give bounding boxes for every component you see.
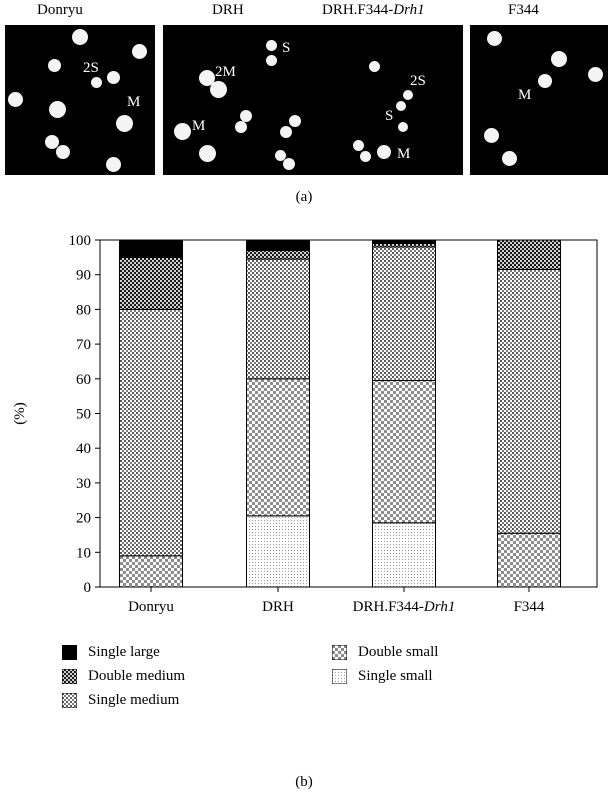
y-tick-label: 80 xyxy=(76,302,91,318)
swatch-single-medium xyxy=(62,693,77,708)
y-tick-label: 100 xyxy=(69,233,92,249)
bar-segment-single-medium xyxy=(246,258,310,380)
label-2m: 2M xyxy=(215,64,236,80)
x-tick-label: DRH xyxy=(262,599,294,615)
bar-segment-double-small xyxy=(246,378,310,517)
y-tick-label: 40 xyxy=(76,441,91,457)
panel-title-congenic-text: DRH.F344- xyxy=(322,2,394,18)
panel-a-caption: (a) xyxy=(295,189,313,205)
bar-segment-single-medium xyxy=(119,308,183,557)
y-tick-label: 70 xyxy=(76,337,91,353)
panel-b-caption: (b) xyxy=(295,774,313,790)
swatch-double-medium xyxy=(62,669,77,684)
micrograph-congenic: 2S S M xyxy=(313,25,463,175)
bar-segment-single-large xyxy=(372,239,436,244)
bar-segment-double-medium xyxy=(246,249,310,260)
bar-segment-double-small xyxy=(497,532,561,588)
swatch-double-small xyxy=(332,645,347,660)
label-2s: 2S xyxy=(83,60,99,76)
legend-label: Single large xyxy=(88,644,160,660)
label-s: S xyxy=(282,40,291,56)
micrograph-drh: S 2M M xyxy=(163,25,313,175)
swatch-single-large xyxy=(62,645,77,660)
bar-segment-single-large xyxy=(119,239,183,258)
panel-title-congenic: DRH.F344-Drh1 xyxy=(322,2,425,19)
y-tick-label: 0 xyxy=(84,580,92,596)
bar-segment-double-medium xyxy=(119,256,183,310)
label-m: M xyxy=(518,87,532,103)
label-s: S xyxy=(385,108,394,124)
panel-title-drh: DRH xyxy=(212,2,244,18)
label-m: M xyxy=(192,118,206,134)
bar-segment-single-small xyxy=(372,522,436,588)
y-tick-label: 10 xyxy=(76,545,91,561)
stacked-bar-chart: 0 10 20 30 40 50 60 70 80 90 100 (%) Donryu DRH DRH.F3… xyxy=(12,233,598,615)
micrograph-donryu: 2S M xyxy=(5,25,155,175)
bar-segment-double-small xyxy=(372,380,436,524)
label-m: M xyxy=(397,146,411,162)
micrograph-f344: M xyxy=(470,25,608,175)
bar-segment-double-medium xyxy=(372,242,436,248)
x-tick-label: Donryu xyxy=(128,599,174,615)
panel-title-congenic-italic: Drh1 xyxy=(393,2,425,18)
bar-segment-single-medium xyxy=(497,268,561,534)
bar-segment-single-small xyxy=(246,515,310,588)
legend-label: Double medium xyxy=(88,668,186,684)
x-tick-label: F344 xyxy=(514,599,545,615)
label-2s: 2S xyxy=(410,73,426,89)
y-tick-label: 90 xyxy=(76,268,91,284)
y-tick-label: 20 xyxy=(76,511,91,527)
bar-segment-double-medium xyxy=(497,239,561,270)
y-axis-label: (%) xyxy=(12,402,28,425)
label-m: M xyxy=(127,94,141,110)
panel-title-f344: F344 xyxy=(508,2,539,18)
bar-segment-single-medium xyxy=(372,246,436,382)
bar-segment-double-small xyxy=(119,555,183,588)
legend-label: Single medium xyxy=(88,692,180,708)
bar-segment-single-large xyxy=(246,239,310,251)
panel-title-donryu: Donryu xyxy=(37,2,83,18)
y-tick-label: 30 xyxy=(76,476,91,492)
legend-label: Single small xyxy=(358,668,433,684)
y-tick-label: 60 xyxy=(76,372,91,388)
x-tick-label: DRH.F344-Drh1 xyxy=(353,599,456,615)
legend-label: Double small xyxy=(358,644,439,660)
swatch-single-small xyxy=(332,669,347,684)
y-tick-label: 50 xyxy=(76,407,91,423)
